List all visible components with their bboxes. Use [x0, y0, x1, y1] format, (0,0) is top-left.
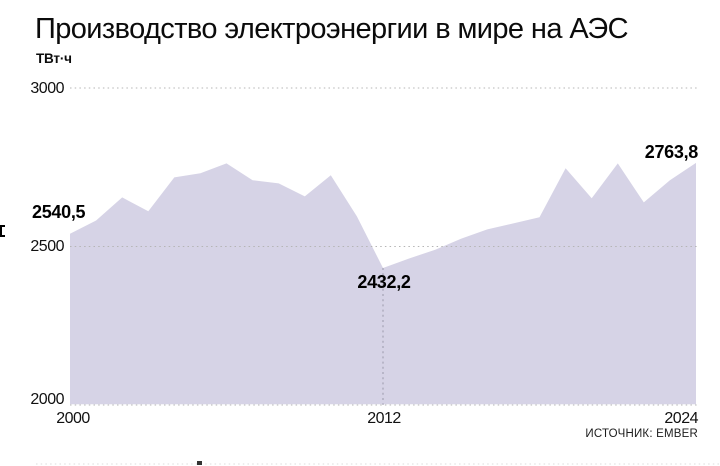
y-axis-tick-3000: 3000	[30, 80, 64, 97]
x-axis-tick-2012: 2012	[367, 410, 401, 427]
y-axis-tick-2500: 2500	[30, 238, 64, 255]
data-label-first: 2540,5	[32, 202, 86, 222]
chart-title: Производство электроэнергии в мире на АЭ…	[35, 13, 629, 45]
unit-label: ТВт·ч	[36, 51, 72, 66]
data-label-last: 2763,8	[644, 142, 699, 162]
x-axis-tick-2024: 2024	[664, 410, 698, 427]
x-axis-tick-2000: 2000	[56, 410, 90, 427]
cropped-glyph-artifact	[0, 225, 5, 237]
cropped-text-artifact	[197, 461, 202, 465]
gridlines-layer	[70, 87, 697, 406]
area-series	[70, 162, 696, 405]
source-note: ИСТОЧНИК: EMBER	[585, 428, 698, 440]
y-axis-tick-2000: 2000	[30, 391, 64, 408]
data-label-min: 2432,2	[357, 272, 411, 292]
